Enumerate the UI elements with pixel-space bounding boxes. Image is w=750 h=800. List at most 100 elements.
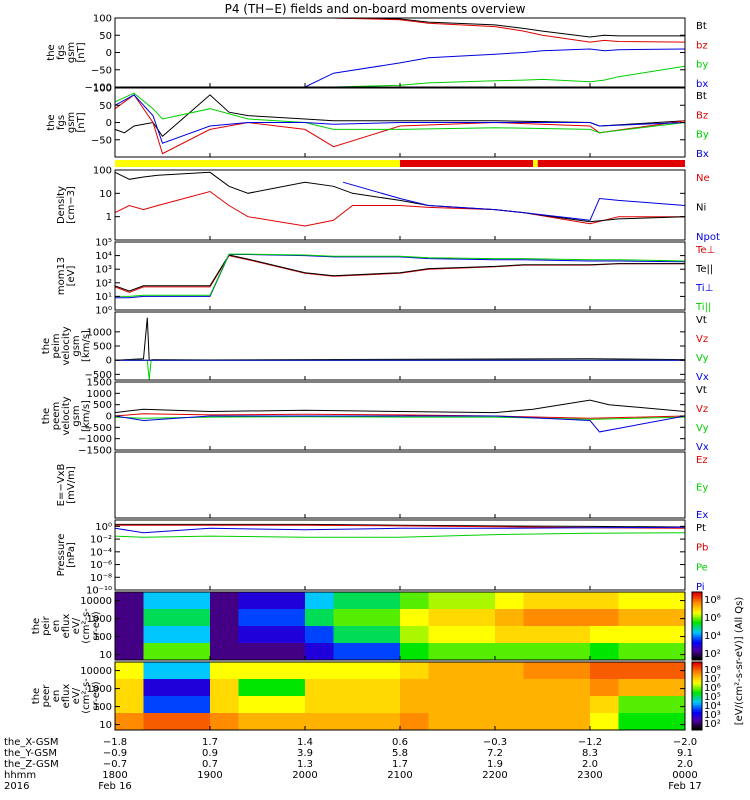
y-tick-label: 10⁻⁴ bbox=[90, 547, 112, 558]
colorbar-step bbox=[692, 630, 702, 634]
colorbar-step bbox=[692, 718, 702, 722]
y-axis-label: the fgs gsm [nT] bbox=[46, 112, 87, 133]
heatmap-cell bbox=[115, 713, 144, 731]
heatmap-cell bbox=[333, 609, 401, 627]
colorbar-step bbox=[692, 680, 702, 683]
legend-label: Vy bbox=[696, 423, 709, 434]
panel-peim_velocity: Vt Vz Vy Vx 1000 500 0 −500 the peim velocity gsm [k… bbox=[41, 311, 709, 383]
x-axis-value: 2000 bbox=[292, 770, 317, 781]
heatmap-cell bbox=[495, 696, 524, 714]
colorbar-step bbox=[692, 601, 702, 604]
y-axis-label-line: fgs bbox=[56, 115, 67, 130]
x-axis-value: 2.0 bbox=[677, 759, 693, 770]
x-axis-value: 9.1 bbox=[677, 748, 693, 759]
colorbar-step bbox=[692, 596, 702, 600]
x-axis-value: 2100 bbox=[387, 770, 412, 781]
panel-frame bbox=[114, 311, 686, 381]
series-line-3 bbox=[115, 253, 686, 297]
panel-frame bbox=[114, 241, 686, 311]
y-tick-label: 0 bbox=[106, 48, 112, 59]
heatmap-cell bbox=[115, 643, 144, 661]
heatmap-cell bbox=[333, 662, 401, 680]
colorbar-step bbox=[692, 723, 702, 726]
colorbar-step bbox=[692, 623, 702, 627]
heatmap-cell bbox=[618, 626, 686, 644]
legend-label: Ne bbox=[696, 173, 710, 184]
heatmap-cell bbox=[618, 662, 686, 680]
y-axis-label-line: mom13 bbox=[56, 257, 67, 295]
x-axis-value: 1.4 bbox=[297, 737, 313, 748]
colorbar-frame bbox=[691, 591, 703, 661]
colorbar-step bbox=[692, 707, 702, 711]
colorbar-step bbox=[692, 657, 702, 661]
y-axis-label-line: E=−VxB bbox=[56, 464, 67, 507]
heatmap-cell bbox=[238, 626, 306, 644]
legend-label: Bz bbox=[696, 110, 708, 121]
y-axis-label-line: (cm²-s- bbox=[81, 678, 92, 714]
colorbar-frame bbox=[691, 661, 703, 731]
y-tick-label: −50 bbox=[91, 135, 112, 146]
series-line-2 bbox=[115, 254, 686, 299]
heatmap-cell bbox=[523, 592, 591, 610]
legend-label: Vx bbox=[696, 442, 709, 453]
y-axis-label-line: [eV] bbox=[66, 266, 77, 287]
y-tick-label: 0 bbox=[106, 412, 112, 423]
colorbar-step bbox=[692, 610, 702, 613]
colorbar-step bbox=[692, 639, 702, 643]
y-axis-label-line: [nPa] bbox=[66, 542, 77, 568]
colorbar-tick-label: 10⁶ bbox=[704, 613, 721, 624]
heatmap-cell bbox=[333, 643, 401, 661]
y-tick-label: 1000 bbox=[87, 389, 112, 400]
legend-label: Ex bbox=[696, 510, 708, 521]
colorbar-step bbox=[692, 696, 702, 699]
y-tick-label: 1000 bbox=[87, 614, 112, 625]
panel-fgs_gsm_b: Bt Bz By Bx 100 50 0 −50 the fgs gsm [nT] bbox=[46, 84, 709, 160]
colorbar-step bbox=[692, 711, 702, 715]
legend-label: Vt bbox=[696, 315, 707, 326]
x-axis-value: 5.8 bbox=[392, 748, 408, 759]
y-axis-label-line: (cm²-s- bbox=[81, 608, 92, 644]
heatmap-cell bbox=[305, 643, 334, 661]
colorbar-step bbox=[692, 725, 702, 729]
heatmap-cell bbox=[400, 626, 429, 644]
colorbar-step bbox=[692, 673, 702, 677]
heatmap-cell bbox=[238, 643, 306, 661]
y-axis-label-line: [km/s] bbox=[81, 400, 92, 432]
heatmap-cell bbox=[400, 609, 429, 627]
colorbar-tick-label: 10⁷ bbox=[704, 674, 721, 685]
panel-frame bbox=[114, 451, 686, 519]
heatmap-cell bbox=[495, 662, 524, 680]
colorbar-step bbox=[692, 671, 702, 674]
x-axis-row-label: the_Y-GSM bbox=[4, 748, 57, 759]
colorbar-step bbox=[692, 619, 702, 622]
heatmap-cell bbox=[590, 592, 619, 610]
x-axis-value: 0.7 bbox=[202, 759, 218, 770]
heatmap-cell bbox=[590, 643, 619, 661]
y-axis-label-line: peer bbox=[41, 684, 52, 708]
colorbar-step bbox=[692, 632, 702, 636]
panel-fgs_gsm_a: Bt bz by bx 100 50 0 −50 −100 the fgs gsm [nT] bbox=[46, 14, 708, 94]
colorbar-step bbox=[692, 612, 702, 616]
y-axis-label: Density [cm−3] bbox=[56, 186, 77, 224]
colorbar-step bbox=[692, 727, 702, 731]
heatmap-cell bbox=[143, 643, 211, 661]
x-axis-value: 1.3 bbox=[297, 759, 313, 770]
legend-label: Npot bbox=[696, 232, 720, 243]
colorbar-step bbox=[692, 592, 702, 595]
colorbar-step bbox=[692, 614, 702, 618]
panel-density: Ne Ni Npot 100 10 1 Density [cm−3] bbox=[56, 166, 720, 243]
heatmap-cell bbox=[590, 626, 619, 644]
colorbar-step bbox=[692, 666, 702, 670]
series-line-2 bbox=[114, 92, 686, 134]
heatmap-cell bbox=[428, 626, 496, 644]
colorbar-step bbox=[692, 605, 702, 609]
legend-label: Te|| bbox=[695, 264, 713, 275]
heatmap-cell bbox=[400, 592, 429, 610]
heatmap-cell bbox=[333, 679, 401, 697]
heatmap-cell bbox=[305, 609, 334, 627]
heatmap-cell bbox=[143, 592, 211, 610]
